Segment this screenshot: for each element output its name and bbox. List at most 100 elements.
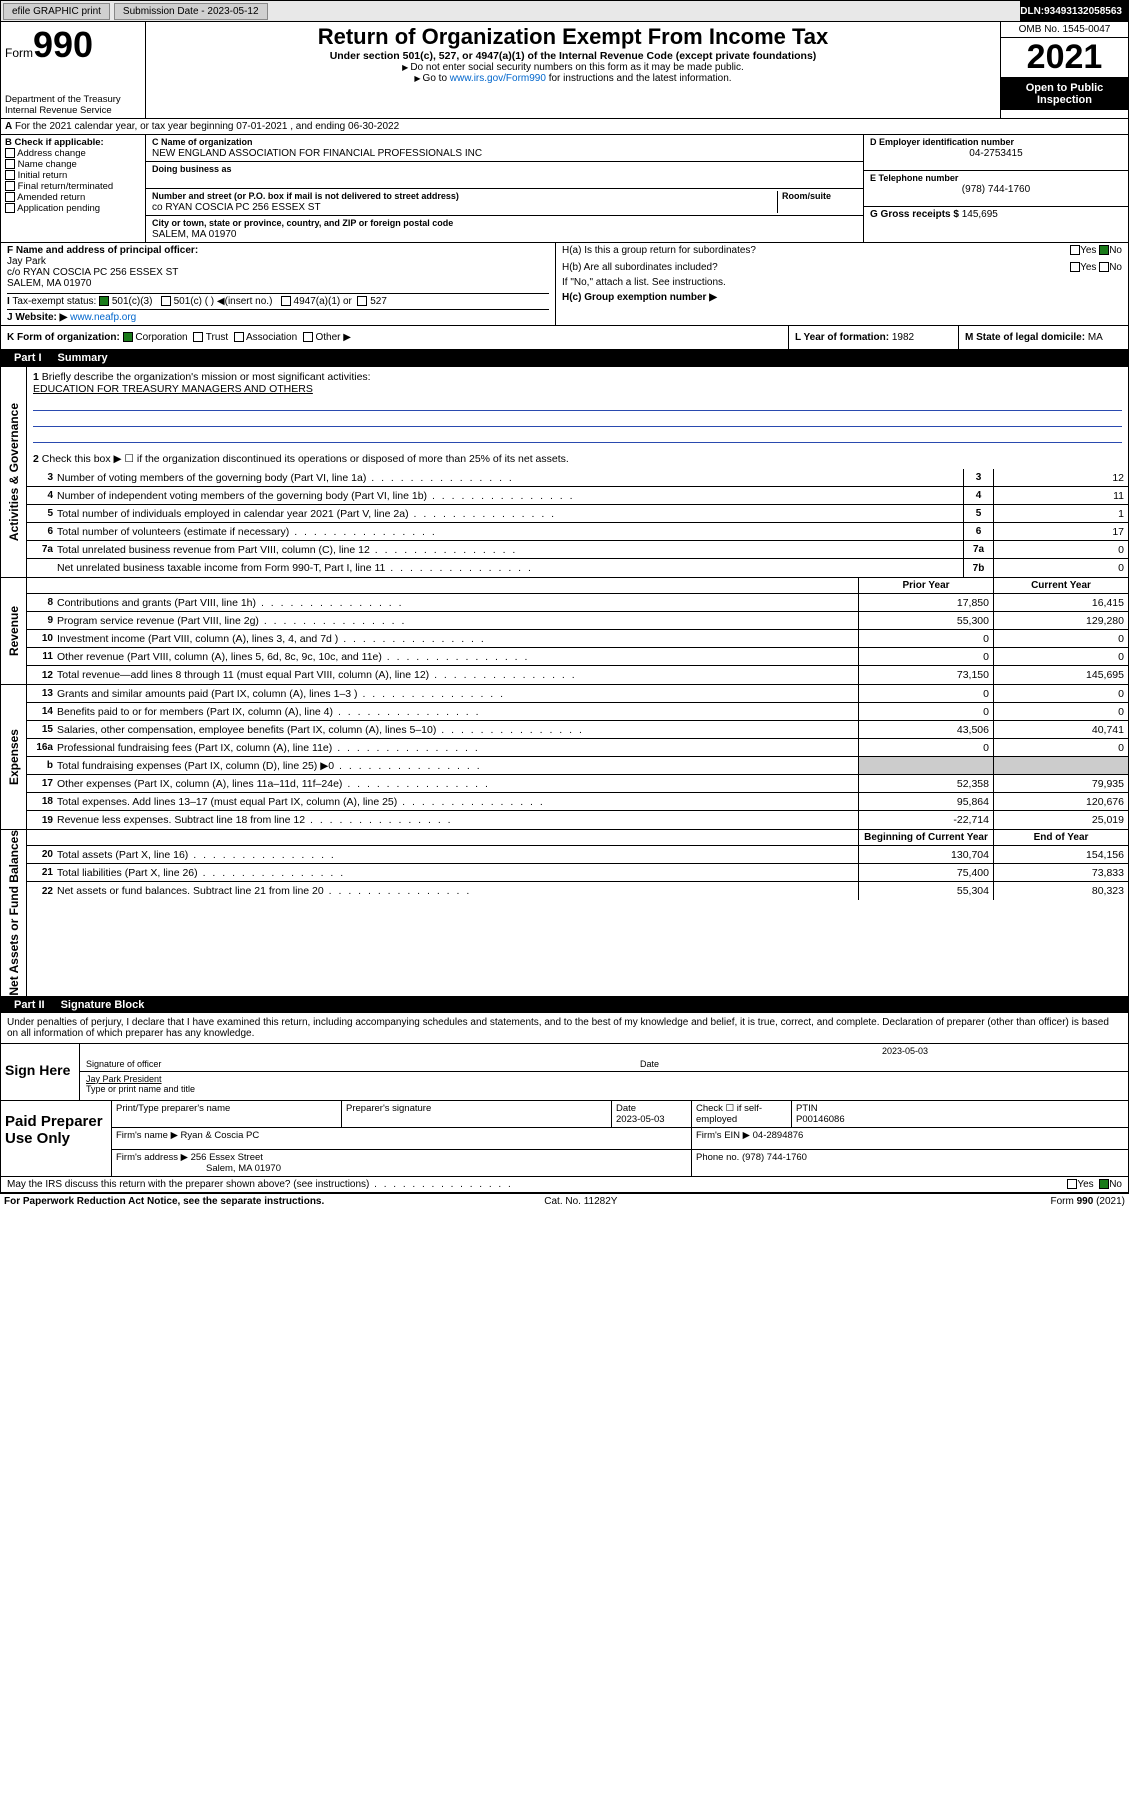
pra-notice: For Paperwork Reduction Act Notice, see … bbox=[4, 1196, 324, 1207]
org-name: NEW ENGLAND ASSOCIATION FOR FINANCIAL PR… bbox=[152, 148, 482, 159]
sig-declaration: Under penalties of perjury, I declare th… bbox=[1, 1013, 1128, 1043]
website-link[interactable]: www.neafp.org bbox=[70, 312, 136, 323]
form-subtitle: Under section 501(c), 527, or 4947(a)(1)… bbox=[152, 50, 994, 62]
hb-yes[interactable] bbox=[1070, 262, 1080, 272]
form-ref: Form 990 (2021) bbox=[1051, 1196, 1125, 1207]
row-i: I Tax-exempt status: 501(c)(3) 501(c) ( … bbox=[7, 293, 549, 307]
chk-501c3[interactable] bbox=[99, 296, 109, 306]
firm-addr-row: Firm's address ▶ 256 Essex StreetSalem, … bbox=[112, 1150, 1128, 1176]
sig-name: Jay Park President bbox=[86, 1074, 162, 1084]
submission-date-btn[interactable]: Submission Date - 2023-05-12 bbox=[114, 3, 268, 20]
instr-link: Go to www.irs.gov/Form990 for instructio… bbox=[152, 73, 994, 84]
subdate-lbl: Submission Date - bbox=[123, 6, 207, 17]
expenses-block: Expenses 13Grants and similar amounts pa… bbox=[0, 685, 1129, 830]
chk-assoc[interactable] bbox=[234, 332, 244, 342]
table-row: 14Benefits paid to or for members (Part … bbox=[27, 703, 1128, 721]
gross-val: 145,695 bbox=[962, 209, 998, 220]
row-j: J Website: ▶ www.neafp.org bbox=[7, 309, 549, 323]
net-header: Beginning of Current Year End of Year bbox=[27, 830, 1128, 846]
efile-btn[interactable]: efile GRAPHIC print bbox=[3, 3, 110, 20]
chk-final[interactable]: Final return/terminated bbox=[5, 181, 141, 192]
firm-ein: 04-2894876 bbox=[753, 1130, 804, 1141]
table-row: 21Total liabilities (Part X, line 26)75,… bbox=[27, 864, 1128, 882]
ha: H(a) Is this a group return for subordin… bbox=[562, 245, 1122, 256]
chk-4947[interactable] bbox=[281, 296, 291, 306]
chk-pending[interactable]: Application pending bbox=[5, 203, 141, 214]
dln: DLN: 93493132058563 bbox=[1020, 1, 1128, 21]
irs-link[interactable]: www.irs.gov/Form990 bbox=[450, 73, 546, 84]
subdate-val: 2023-05-12 bbox=[207, 6, 258, 17]
city-lbl: City or town, state or province, country… bbox=[152, 218, 453, 228]
q1-mission: 1 Briefly describe the organization's mi… bbox=[27, 367, 1128, 449]
ha-yes[interactable] bbox=[1070, 245, 1080, 255]
omb-number: OMB No. 1545-0047 bbox=[1001, 22, 1128, 38]
rev-header: Prior Year Current Year bbox=[27, 578, 1128, 594]
col-b-checkboxes: B Check if applicable: Address change Na… bbox=[1, 135, 146, 242]
preparer-lbl: Paid Preparer Use Only bbox=[1, 1101, 111, 1176]
hb: H(b) Are all subordinates included? Yes … bbox=[562, 262, 1122, 273]
chk-trust[interactable] bbox=[193, 332, 203, 342]
chk-corp[interactable] bbox=[123, 332, 133, 342]
hc: H(c) Group exemption number ▶ bbox=[562, 292, 1122, 303]
b-header: B Check if applicable: bbox=[5, 137, 141, 148]
row-a-taxyear: A For the 2021 calendar year, or tax yea… bbox=[0, 119, 1129, 135]
chk-address[interactable]: Address change bbox=[5, 148, 141, 159]
table-row: 10Investment income (Part VIII, column (… bbox=[27, 630, 1128, 648]
form-header: Form990 Department of the Treasury Inter… bbox=[0, 22, 1129, 119]
e-phone-lbl: E Telephone number bbox=[870, 173, 958, 183]
irs-label: Internal Revenue Service bbox=[5, 105, 141, 116]
discuss-yes[interactable] bbox=[1067, 1179, 1077, 1189]
ptin-val: P00146086 bbox=[796, 1114, 845, 1125]
chk-501c[interactable] bbox=[161, 296, 171, 306]
section-bcde: B Check if applicable: Address change Na… bbox=[0, 135, 1129, 242]
vtab-netassets: Net Assets or Fund Balances bbox=[1, 830, 27, 996]
signature-block: Under penalties of perjury, I declare th… bbox=[0, 1013, 1129, 1193]
preparer-block: Paid Preparer Use Only Print/Type prepar… bbox=[1, 1100, 1128, 1176]
discuss-no[interactable] bbox=[1099, 1179, 1109, 1189]
ha-no[interactable] bbox=[1099, 245, 1109, 255]
mission-text: EDUCATION FOR TREASURY MANAGERS AND OTHE… bbox=[33, 383, 313, 395]
sig-name-line: Jay Park President Type or print name an… bbox=[80, 1072, 1128, 1100]
prep-header-row: Print/Type preparer's name Preparer's si… bbox=[112, 1101, 1128, 1128]
chk-amended[interactable]: Amended return bbox=[5, 192, 141, 203]
dba-lbl: Doing business as bbox=[152, 164, 232, 174]
vtab-governance: Activities & Governance bbox=[1, 367, 27, 577]
table-row: 6Total number of volunteers (estimate if… bbox=[27, 523, 1128, 541]
table-row: 7aTotal unrelated business revenue from … bbox=[27, 541, 1128, 559]
hb-note: If "No," attach a list. See instructions… bbox=[562, 277, 1122, 288]
form-number: Form990 bbox=[5, 24, 141, 66]
table-row: Net unrelated business taxable income fr… bbox=[27, 559, 1128, 577]
table-row: 15Salaries, other compensation, employee… bbox=[27, 721, 1128, 739]
l-year: L Year of formation: 1982 bbox=[788, 326, 958, 349]
dept-treasury: Department of the Treasury bbox=[5, 94, 141, 105]
table-row: 13Grants and similar amounts paid (Part … bbox=[27, 685, 1128, 703]
page-footer: For Paperwork Reduction Act Notice, see … bbox=[0, 1193, 1129, 1209]
chk-name[interactable]: Name change bbox=[5, 159, 141, 170]
firm-name-row: Firm's name ▶ Ryan & Coscia PC Firm's EI… bbox=[112, 1128, 1128, 1150]
table-row: 9Program service revenue (Part VIII, lin… bbox=[27, 612, 1128, 630]
chk-527[interactable] bbox=[357, 296, 367, 306]
hb-no[interactable] bbox=[1099, 262, 1109, 272]
tax-year: 2021 bbox=[1001, 38, 1128, 78]
k-form-org: K Form of organization: Corporation Trus… bbox=[1, 326, 788, 349]
table-row: 22Net assets or fund balances. Subtract … bbox=[27, 882, 1128, 900]
table-row: 12Total revenue—add lines 8 through 11 (… bbox=[27, 666, 1128, 684]
firm-name: Ryan & Coscia PC bbox=[181, 1130, 260, 1141]
table-row: 20Total assets (Part X, line 16)130,7041… bbox=[27, 846, 1128, 864]
sig-officer-line: 2023-05-03 Signature of officer Date bbox=[80, 1044, 1128, 1072]
phone-val: (978) 744-1760 bbox=[870, 184, 1122, 195]
beg-year-hdr: Beginning of Current Year bbox=[858, 830, 993, 845]
firm-addr: 256 Essex Street bbox=[191, 1152, 263, 1163]
street-val: co RYAN COSCIA PC 256 ESSEX ST bbox=[152, 202, 321, 213]
c-name-lbl: C Name of organization bbox=[152, 137, 253, 147]
table-row: 8Contributions and grants (Part VIII, li… bbox=[27, 594, 1128, 612]
sign-here-lbl: Sign Here bbox=[1, 1044, 79, 1100]
chk-initial[interactable]: Initial return bbox=[5, 170, 141, 181]
sig-date-val: 2023-05-03 bbox=[882, 1046, 928, 1056]
col-h: H(a) Is this a group return for subordin… bbox=[556, 243, 1128, 325]
vtab-revenue: Revenue bbox=[1, 578, 27, 684]
table-row: bTotal fundraising expenses (Part IX, co… bbox=[27, 757, 1128, 775]
officer-name: Jay Park bbox=[7, 256, 46, 267]
chk-other[interactable] bbox=[303, 332, 313, 342]
revenue-block: Revenue Prior Year Current Year 8Contrib… bbox=[0, 578, 1129, 685]
